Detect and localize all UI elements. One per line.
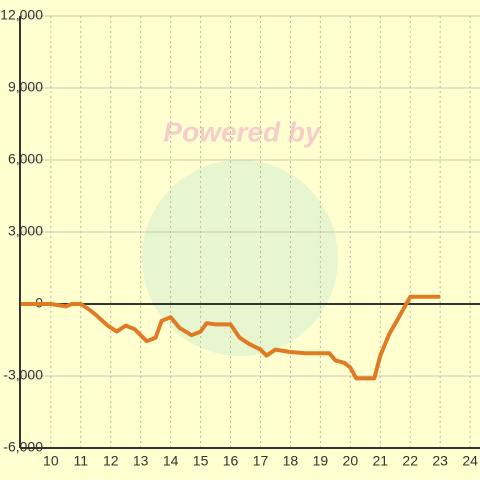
watermark: Powered by [163, 116, 322, 147]
x-tick-label: 21 [372, 453, 388, 469]
y-tick-label: -6,000 [3, 439, 43, 455]
x-tick-label: 10 [43, 453, 59, 469]
y-tick-label: 6,000 [8, 151, 43, 167]
x-tick-label: 12 [103, 453, 119, 469]
x-tick-label: 18 [283, 453, 299, 469]
x-tick-label: 20 [343, 453, 359, 469]
x-tick-label: 22 [402, 453, 418, 469]
y-tick-label: -3,000 [3, 367, 43, 383]
x-tick-label: 17 [253, 453, 269, 469]
x-tick-label: 14 [163, 453, 179, 469]
x-tick-label: 11 [74, 453, 89, 469]
x-tick-label: 24 [462, 453, 478, 469]
watermark-logo [142, 160, 338, 356]
y-tick-label: 9,000 [8, 79, 43, 95]
x-tick-label: 13 [133, 453, 149, 469]
x-tick-label: 16 [223, 453, 239, 469]
data-line [20, 294, 441, 381]
x-tick-label: 19 [313, 453, 329, 469]
y-tick-label: 12,000 [0, 7, 43, 23]
x-tick-label: 15 [193, 453, 209, 469]
x-tick-label: 23 [432, 453, 448, 469]
y-tick-label: 3,000 [8, 223, 43, 239]
